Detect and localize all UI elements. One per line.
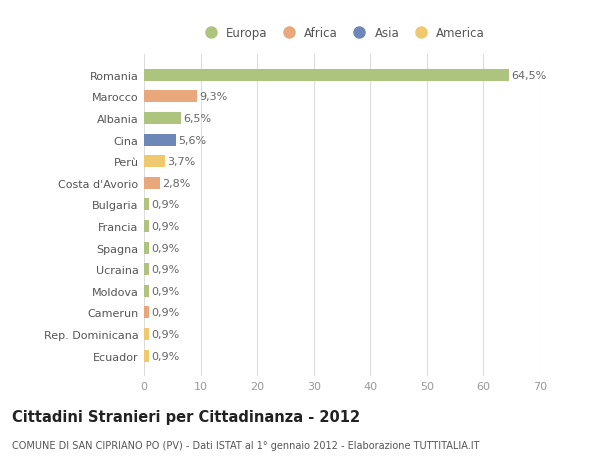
Bar	[144, 113, 181, 125]
Legend: Europa, Africa, Asia, America: Europa, Africa, Asia, America	[194, 22, 490, 45]
Text: 5,6%: 5,6%	[178, 135, 206, 145]
Text: 0,9%: 0,9%	[151, 243, 179, 253]
Bar	[144, 263, 149, 275]
Bar	[144, 70, 509, 82]
Text: COMUNE DI SAN CIPRIANO PO (PV) - Dati ISTAT al 1° gennaio 2012 - Elaborazione TU: COMUNE DI SAN CIPRIANO PO (PV) - Dati IS…	[12, 440, 479, 450]
Bar	[144, 350, 149, 362]
Bar	[144, 242, 149, 254]
Bar	[144, 134, 176, 146]
Bar	[144, 156, 165, 168]
Text: 0,9%: 0,9%	[151, 351, 179, 361]
Text: 2,8%: 2,8%	[162, 179, 190, 188]
Bar	[144, 328, 149, 340]
Bar	[144, 307, 149, 319]
Text: 0,9%: 0,9%	[151, 329, 179, 339]
Bar	[144, 199, 149, 211]
Bar	[144, 91, 197, 103]
Text: 0,9%: 0,9%	[151, 265, 179, 274]
Bar	[144, 178, 160, 189]
Text: 6,5%: 6,5%	[183, 114, 211, 124]
Text: 0,9%: 0,9%	[151, 286, 179, 296]
Bar	[144, 285, 149, 297]
Text: 0,9%: 0,9%	[151, 200, 179, 210]
Text: 64,5%: 64,5%	[511, 71, 547, 81]
Text: 0,9%: 0,9%	[151, 222, 179, 231]
Bar	[144, 221, 149, 232]
Text: Cittadini Stranieri per Cittadinanza - 2012: Cittadini Stranieri per Cittadinanza - 2…	[12, 409, 360, 425]
Text: 9,3%: 9,3%	[199, 92, 227, 102]
Text: 3,7%: 3,7%	[167, 157, 196, 167]
Text: 0,9%: 0,9%	[151, 308, 179, 318]
